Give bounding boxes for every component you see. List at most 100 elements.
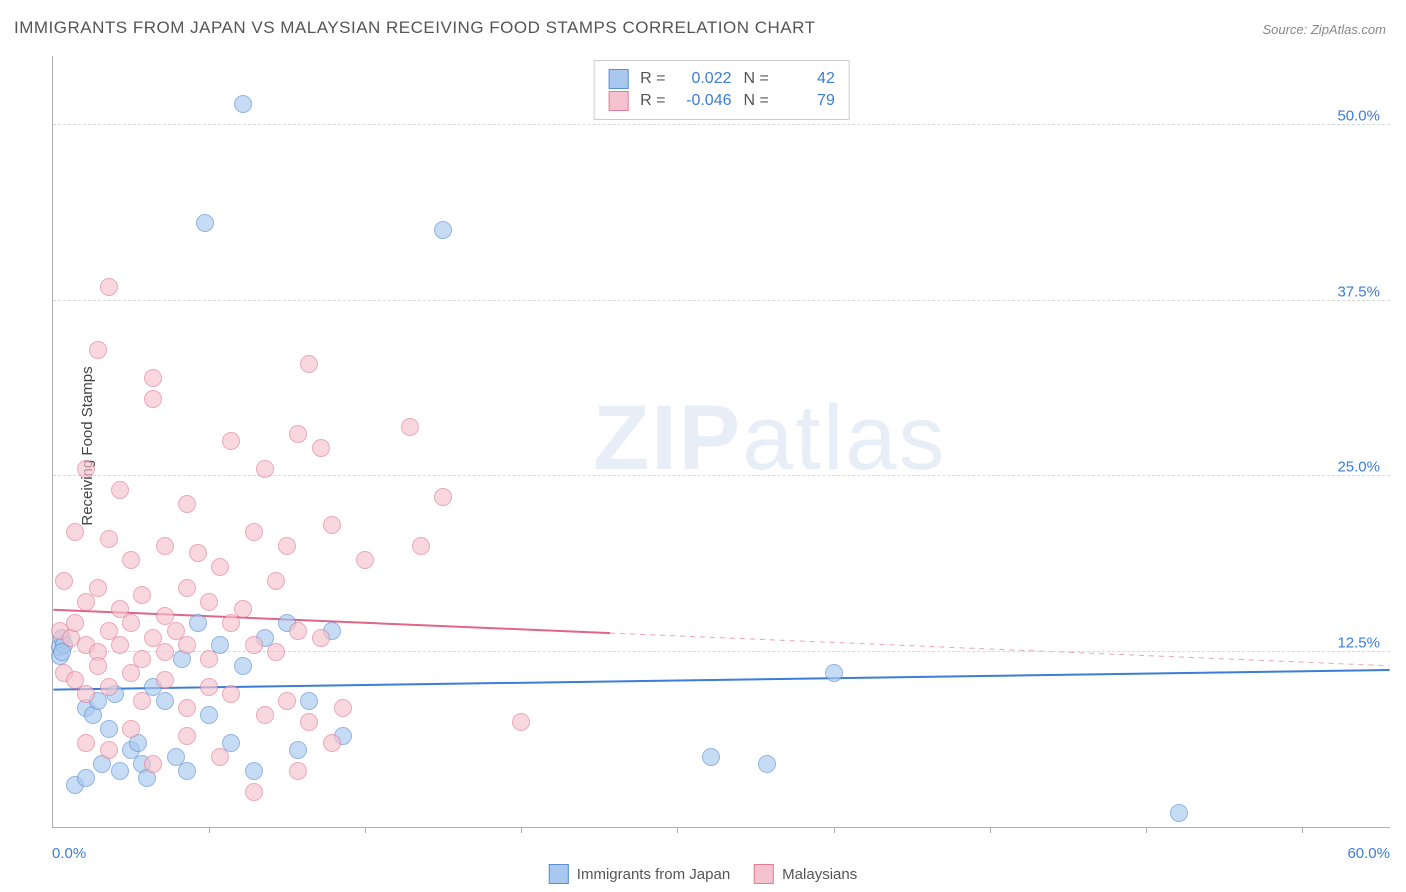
legend-row-2: R = -0.046 N = 79: [608, 91, 835, 111]
source-name: ZipAtlas.com: [1311, 22, 1386, 37]
scatter-point: [512, 713, 530, 731]
y-tick-label: 12.5%: [1337, 634, 1380, 651]
scatter-point: [111, 762, 129, 780]
scatter-point: [434, 488, 452, 506]
scatter-point: [77, 685, 95, 703]
r-label: R =: [640, 92, 665, 110]
x-tick: [1302, 827, 1303, 833]
scatter-point: [245, 783, 263, 801]
scatter-point: [156, 537, 174, 555]
scatter-point: [300, 713, 318, 731]
scatter-point: [211, 748, 229, 766]
n-value-2: 79: [777, 92, 835, 110]
swatch-series1: [608, 69, 628, 89]
scatter-point: [66, 523, 84, 541]
scatter-point: [196, 214, 214, 232]
scatter-point: [178, 579, 196, 597]
series-legend: Immigrants from Japan Malaysians: [549, 864, 857, 884]
scatter-point: [222, 685, 240, 703]
swatch-series1-b: [549, 864, 569, 884]
scatter-point: [100, 720, 118, 738]
scatter-point: [100, 530, 118, 548]
source-attribution: Source: ZipAtlas.com: [1262, 22, 1386, 37]
gridline: [53, 475, 1390, 476]
legend-label-2: Malaysians: [782, 866, 857, 883]
scatter-point: [77, 734, 95, 752]
scatter-point: [89, 579, 107, 597]
chart-plot-area: ZIPatlas R = 0.022 N = 42 R = -0.046 N =…: [52, 56, 1390, 828]
source-prefix: Source:: [1262, 22, 1310, 37]
scatter-point: [200, 678, 218, 696]
scatter-point: [77, 460, 95, 478]
scatter-point: [100, 741, 118, 759]
scatter-point: [178, 699, 196, 717]
scatter-point: [323, 516, 341, 534]
legend-item-1: Immigrants from Japan: [549, 864, 730, 884]
scatter-point: [122, 720, 140, 738]
scatter-point: [278, 537, 296, 555]
scatter-point: [178, 495, 196, 513]
scatter-point: [55, 572, 73, 590]
legend-item-2: Malaysians: [754, 864, 857, 884]
scatter-point: [1170, 804, 1188, 822]
scatter-point: [356, 551, 374, 569]
y-tick-label: 37.5%: [1337, 283, 1380, 300]
scatter-point: [189, 614, 207, 632]
x-tick: [990, 827, 991, 833]
scatter-point: [133, 586, 151, 604]
gridline: [53, 124, 1390, 125]
swatch-series2: [608, 91, 628, 111]
gridline: [53, 300, 1390, 301]
scatter-point: [702, 748, 720, 766]
scatter-point: [122, 551, 140, 569]
x-tick: [365, 827, 366, 833]
chart-title: IMMIGRANTS FROM JAPAN VS MALAYSIAN RECEI…: [14, 18, 815, 38]
x-axis-end-label: 60.0%: [1347, 845, 1390, 862]
scatter-point: [323, 734, 341, 752]
scatter-point: [234, 95, 252, 113]
y-tick-label: 25.0%: [1337, 459, 1380, 476]
scatter-point: [289, 425, 307, 443]
scatter-point: [211, 558, 229, 576]
scatter-point: [401, 418, 419, 436]
r-value-1: 0.022: [674, 70, 732, 88]
scatter-point: [300, 355, 318, 373]
scatter-point: [178, 727, 196, 745]
scatter-point: [66, 614, 84, 632]
scatter-point: [100, 278, 118, 296]
scatter-point: [144, 390, 162, 408]
watermark-bold: ZIP: [593, 387, 742, 489]
scatter-point: [156, 643, 174, 661]
x-tick: [1146, 827, 1147, 833]
scatter-point: [312, 439, 330, 457]
scatter-point: [278, 692, 296, 710]
scatter-point: [300, 692, 318, 710]
scatter-point: [89, 657, 107, 675]
r-label: R =: [640, 70, 665, 88]
scatter-point: [412, 537, 430, 555]
scatter-point: [77, 769, 95, 787]
scatter-point: [825, 664, 843, 682]
x-tick: [209, 827, 210, 833]
scatter-point: [222, 432, 240, 450]
scatter-point: [234, 657, 252, 675]
scatter-point: [178, 636, 196, 654]
scatter-point: [122, 664, 140, 682]
scatter-point: [312, 629, 330, 647]
legend-label-1: Immigrants from Japan: [577, 866, 730, 883]
scatter-point: [289, 622, 307, 640]
scatter-point: [245, 762, 263, 780]
swatch-series2-b: [754, 864, 774, 884]
correlation-legend: R = 0.022 N = 42 R = -0.046 N = 79: [593, 60, 850, 120]
scatter-point: [256, 706, 274, 724]
n-label: N =: [744, 70, 769, 88]
scatter-point: [289, 741, 307, 759]
legend-row-1: R = 0.022 N = 42: [608, 69, 835, 89]
scatter-point: [156, 692, 174, 710]
scatter-point: [245, 636, 263, 654]
scatter-point: [245, 523, 263, 541]
watermark-rest: atlas: [742, 387, 946, 489]
scatter-point: [111, 481, 129, 499]
y-tick-label: 50.0%: [1337, 108, 1380, 125]
scatter-point: [200, 593, 218, 611]
